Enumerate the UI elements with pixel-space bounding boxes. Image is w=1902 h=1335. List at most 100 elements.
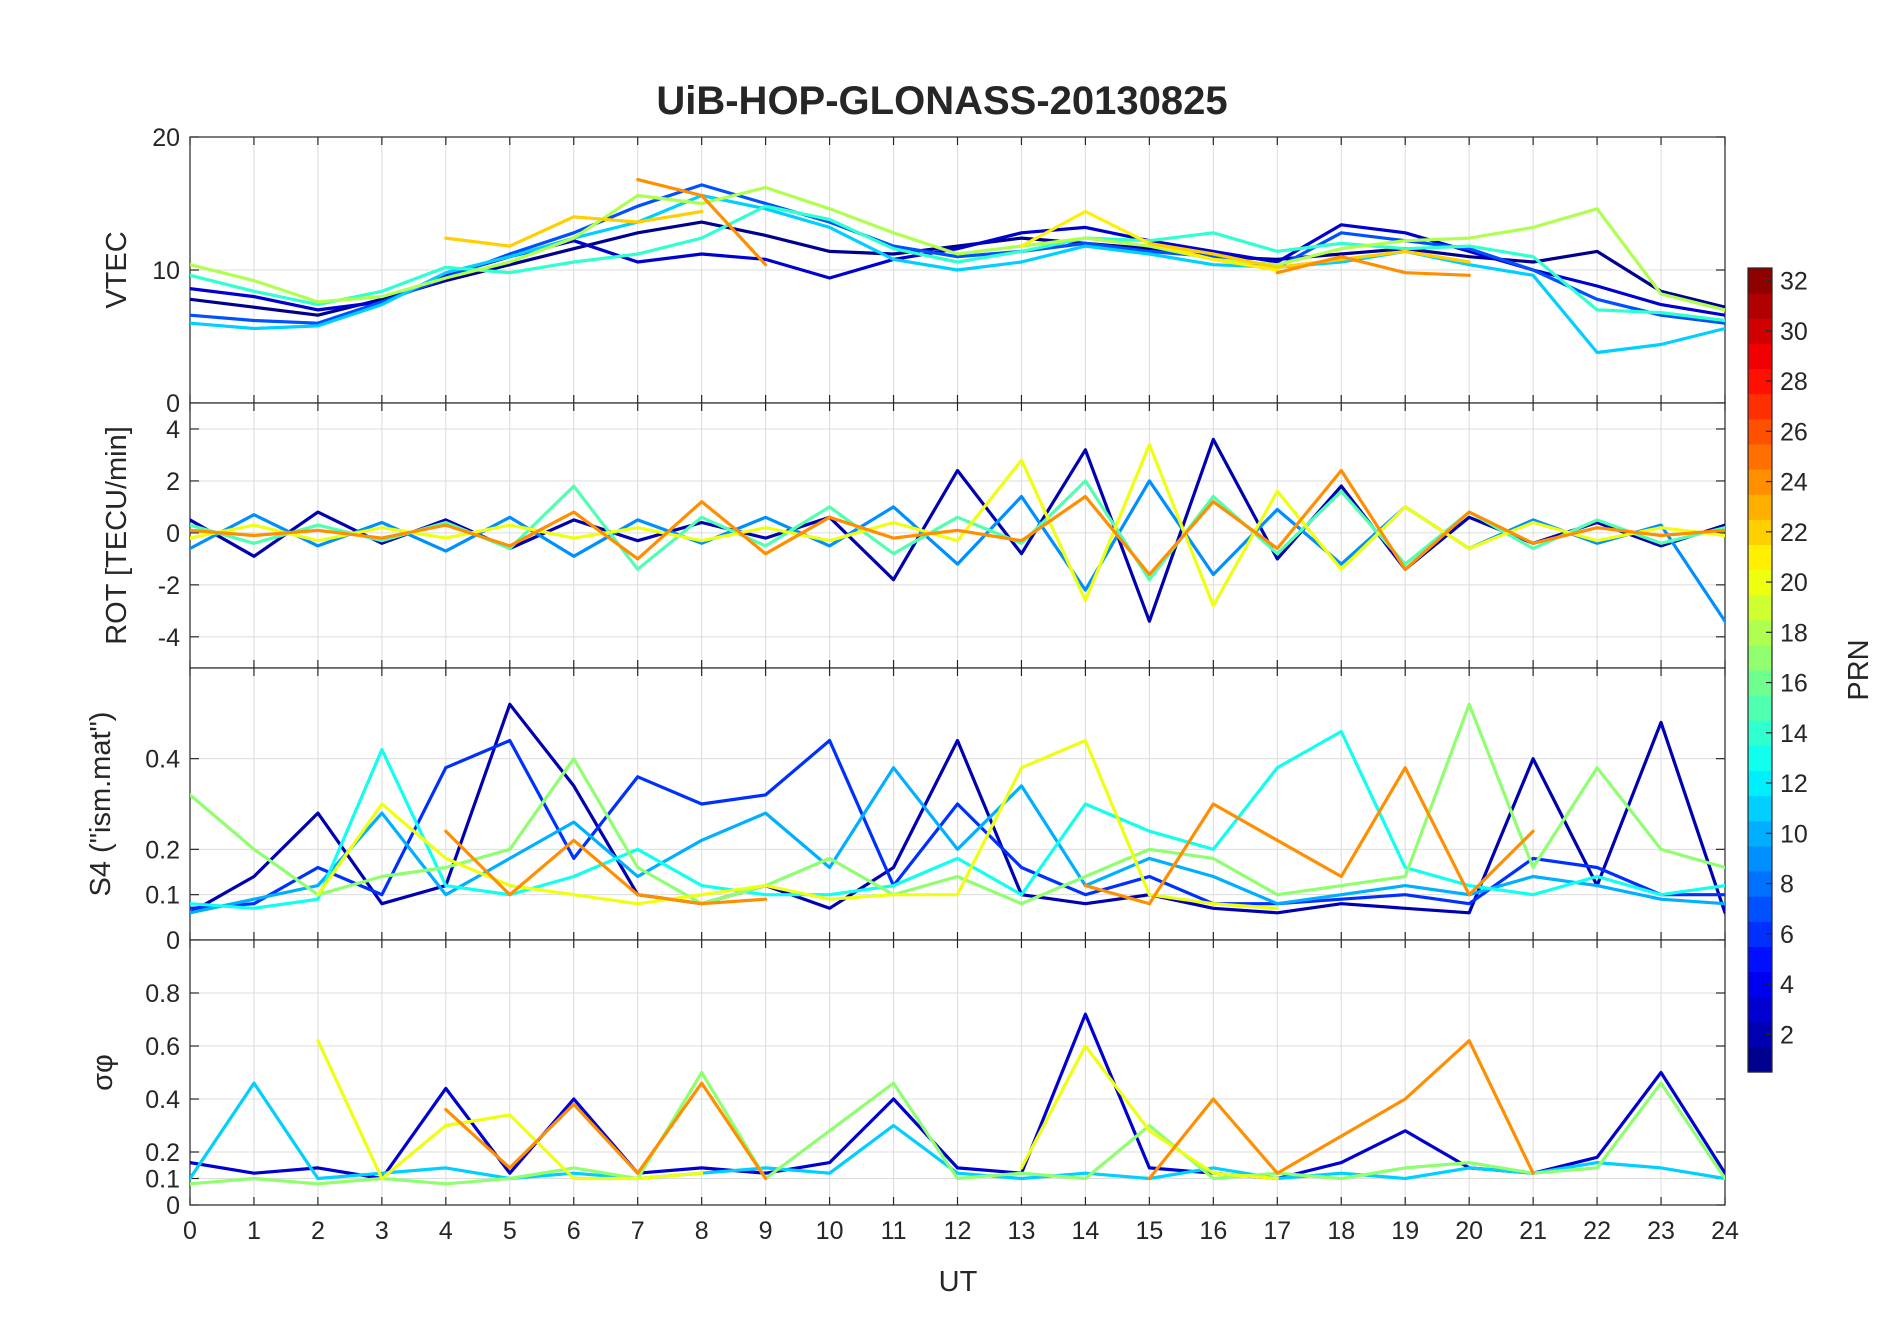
y-tick-label: 10 bbox=[152, 257, 180, 285]
x-axis-label: UT bbox=[939, 1266, 978, 1298]
colorbar-swatch bbox=[1748, 443, 1772, 470]
series-prn-11 bbox=[190, 193, 1725, 355]
y-tick-label: 0.8 bbox=[145, 980, 180, 1008]
series-group bbox=[190, 702, 1725, 915]
x-tick-label: 5 bbox=[503, 1217, 517, 1245]
series-prn-17 bbox=[190, 702, 1725, 906]
series-prn-24 bbox=[190, 468, 1725, 577]
series-prn-18 bbox=[190, 185, 1725, 312]
series-prn-20 bbox=[316, 1039, 1279, 1181]
y-axis-label: σφ bbox=[87, 1054, 119, 1091]
panel-2: -4 -2 0 2 4 ROT [TECU/min] bbox=[101, 402, 1726, 669]
colorbar-tick-label: 8 bbox=[1780, 871, 1794, 899]
colorbar-swatch bbox=[1748, 1046, 1772, 1073]
colorbar-swatch bbox=[1748, 343, 1772, 370]
y-tick-label: -2 bbox=[158, 572, 180, 600]
y-tick-label: 0.2 bbox=[145, 1139, 180, 1167]
series-prn-2 bbox=[190, 437, 1725, 623]
y-tick-label: -4 bbox=[158, 624, 180, 652]
x-tick-label: 12 bbox=[944, 1217, 972, 1245]
panel-1: 0 10 20 VTEC bbox=[101, 124, 1726, 418]
x-tick-label: 13 bbox=[1008, 1217, 1036, 1245]
y-tick-label: 0.2 bbox=[145, 836, 180, 864]
series-prn-20 bbox=[316, 738, 1279, 910]
colorbar-label: PRN bbox=[1843, 639, 1875, 700]
x-tick-label: 2 bbox=[311, 1217, 325, 1245]
colorbar-tick-label: 4 bbox=[1780, 971, 1794, 999]
x-tick-label: 6 bbox=[567, 1217, 581, 1245]
colorbar-swatch bbox=[1748, 594, 1772, 621]
x-tick-label: 0 bbox=[183, 1217, 197, 1245]
x-tick-label: 18 bbox=[1327, 1217, 1355, 1245]
series-prn-20 bbox=[190, 443, 1725, 608]
x-tick-label: 22 bbox=[1583, 1217, 1611, 1245]
series-group bbox=[190, 178, 1725, 355]
x-tick-label: 24 bbox=[1711, 1217, 1739, 1245]
x-tick-label: 14 bbox=[1072, 1217, 1100, 1245]
chart-title: UiB-HOP-GLONASS-20130825 bbox=[656, 79, 1227, 123]
y-tick-label: 2 bbox=[166, 468, 180, 496]
colorbar-swatch bbox=[1748, 695, 1772, 721]
y-tick-label: 0 bbox=[166, 1192, 180, 1220]
colorbar-swatch bbox=[1748, 494, 1772, 520]
x-tick-label: 4 bbox=[439, 1217, 453, 1245]
y-tick-label: 20 bbox=[152, 124, 180, 152]
series-prn-1 bbox=[190, 220, 1725, 317]
x-tick-label: 23 bbox=[1647, 1217, 1675, 1245]
y-tick-label: 0.6 bbox=[145, 1033, 180, 1061]
colorbar-tick-label: 6 bbox=[1780, 921, 1794, 949]
colorbar-tick-label: 2 bbox=[1780, 1021, 1794, 1049]
series-prn-14 bbox=[190, 204, 1725, 323]
x-tick-label: 8 bbox=[695, 1217, 709, 1245]
x-tick-label: 1 bbox=[247, 1217, 261, 1245]
x-tick-label: 21 bbox=[1519, 1217, 1547, 1245]
series-group bbox=[190, 1012, 1725, 1186]
x-tick-label: 20 bbox=[1455, 1217, 1483, 1245]
panel-4: 00.10.2 0.4 0.6 0.8 σφ bbox=[87, 939, 1726, 1220]
colorbar-swatch bbox=[1748, 644, 1772, 671]
y-tick-label: 0 bbox=[166, 520, 180, 548]
y-tick-label: 0.1 bbox=[145, 882, 180, 910]
colorbar-swatch bbox=[1748, 293, 1772, 319]
colorbar-tick-label: 20 bbox=[1780, 569, 1808, 597]
colorbar-tick-label: 12 bbox=[1780, 770, 1808, 798]
x-tick-label: 7 bbox=[631, 1217, 645, 1245]
colorbar-swatch bbox=[1748, 946, 1772, 973]
y-axis-label: S4 ("ism.mat") bbox=[85, 712, 117, 897]
y-axis-label: VTEC bbox=[101, 231, 133, 308]
colorbar-tick-label: 22 bbox=[1780, 519, 1808, 547]
colorbar-swatch bbox=[1748, 845, 1772, 872]
x-tick-label: 19 bbox=[1391, 1217, 1419, 1245]
colorbar-swatch bbox=[1748, 745, 1772, 772]
x-tick-label: 11 bbox=[881, 1217, 907, 1245]
x-tick-label: 17 bbox=[1263, 1217, 1291, 1245]
y-tick-label: 0.4 bbox=[145, 1086, 180, 1114]
colorbar-tick-label: 28 bbox=[1780, 368, 1808, 396]
series-prn-3 bbox=[190, 223, 1725, 317]
colorbar-tick-label: 18 bbox=[1780, 619, 1808, 647]
series-prn-24 bbox=[444, 1039, 1535, 1181]
y-tick-label: 0 bbox=[166, 927, 180, 955]
series-group bbox=[190, 437, 1725, 623]
colorbar-tick-label: 14 bbox=[1780, 720, 1808, 748]
x-tick-label: 16 bbox=[1199, 1217, 1227, 1245]
colorbar-swatch bbox=[1748, 896, 1772, 922]
y-tick-label: 0.4 bbox=[145, 746, 180, 774]
x-axis: 0 1 2 3 4 5 6 7 8 9 10 11 12 13 14 15 16 17 18 19 20 21 22 23 24 bbox=[183, 1217, 1739, 1245]
y-tick-label: 0.1 bbox=[145, 1166, 180, 1194]
x-tick-label: 3 bbox=[375, 1217, 389, 1245]
series-prn-24 bbox=[444, 766, 1535, 906]
series-prn-13 bbox=[190, 729, 1725, 910]
colorbar-swatch bbox=[1748, 393, 1772, 420]
colorbar-tick-label: 26 bbox=[1780, 418, 1808, 446]
series-prn-24 bbox=[636, 178, 1471, 277]
colorbar-tick-label: 10 bbox=[1780, 820, 1808, 848]
x-tick-label: 10 bbox=[816, 1217, 844, 1245]
x-tick-label: 15 bbox=[1135, 1217, 1163, 1245]
colorbar-tick-label: 32 bbox=[1780, 268, 1808, 296]
colorbar-tick-label: 16 bbox=[1780, 670, 1808, 698]
colorbar-frame bbox=[1747, 267, 1773, 1073]
series-prn-11 bbox=[190, 1081, 1725, 1181]
